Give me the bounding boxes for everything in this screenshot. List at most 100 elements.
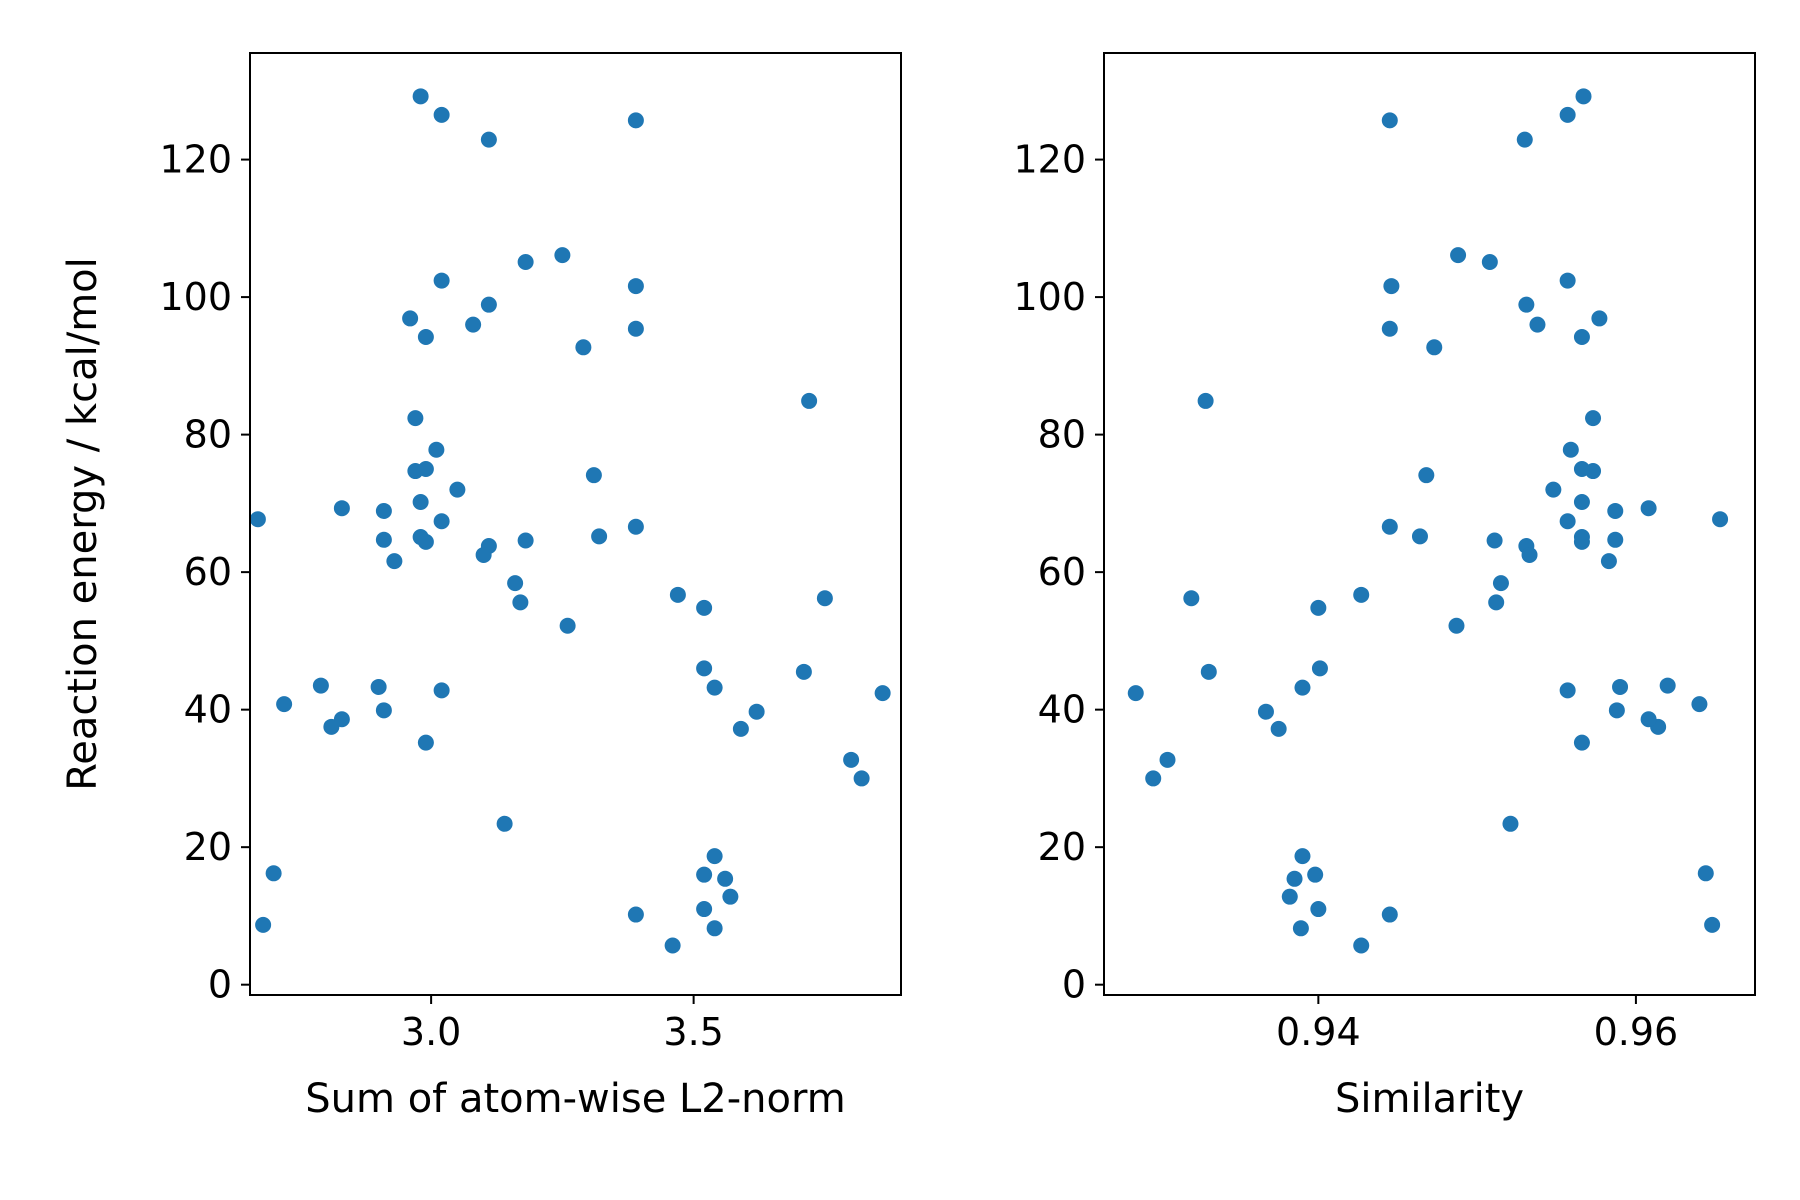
- data-point-left: [312, 677, 329, 694]
- data-point-right: [1704, 916, 1721, 933]
- x-tick-label-left: 3.0: [401, 1010, 461, 1054]
- data-point-left: [375, 502, 392, 519]
- data-point-right: [1353, 586, 1370, 603]
- data-point-left: [664, 937, 681, 954]
- data-point-left: [722, 888, 739, 905]
- data-point-left: [575, 339, 592, 356]
- data-point-left: [512, 594, 529, 611]
- data-point-right: [1502, 815, 1519, 832]
- data-point-right: [1573, 328, 1590, 345]
- data-point-left: [627, 278, 644, 295]
- data-point-right: [1418, 467, 1435, 484]
- data-point-left: [795, 663, 812, 680]
- y-tick-label-left: 40: [184, 688, 232, 732]
- data-point-left: [853, 770, 870, 787]
- data-point-right: [1292, 920, 1309, 937]
- x-ticks-right: 0.94 0.96: [1276, 995, 1678, 1054]
- data-point-right: [1411, 528, 1428, 545]
- data-point-right: [1545, 481, 1562, 498]
- x-ticks-left: 3.0 3.5: [401, 995, 724, 1054]
- data-point-right: [1481, 254, 1498, 271]
- data-point-right: [1294, 848, 1311, 865]
- data-point-right: [1307, 866, 1324, 883]
- y-tick-label-right: 20: [1038, 825, 1086, 869]
- y-ticks-left: 0 20 40 60 80 100 120: [159, 138, 250, 1007]
- data-point-left: [333, 500, 350, 517]
- y-tick-label-left: 100: [159, 275, 232, 319]
- data-point-left: [591, 528, 608, 545]
- data-point-left: [265, 865, 282, 882]
- data-point-left: [276, 696, 293, 713]
- data-point-left: [627, 518, 644, 535]
- data-point-left: [816, 590, 833, 607]
- data-point-left: [627, 906, 644, 923]
- data-point-left: [417, 734, 434, 751]
- chart-panel-left: 3.0 3.5 0 20 40 60 80 100 120 Sum of atom-wise …: [60, 52, 902, 1122]
- data-point-right: [1450, 247, 1467, 264]
- y-tick-label-right: 80: [1038, 413, 1086, 457]
- data-point-left: [554, 247, 571, 264]
- data-point-right: [1516, 131, 1533, 148]
- data-point-right: [1575, 88, 1592, 105]
- data-point-right: [1521, 546, 1538, 563]
- data-point-right: [1286, 870, 1303, 887]
- y-tick-label-left: 20: [184, 825, 232, 869]
- data-point-right: [1573, 494, 1590, 510]
- data-point-left: [559, 617, 576, 634]
- data-point-right: [1573, 533, 1590, 550]
- data-point-left: [417, 533, 434, 550]
- data-point-right: [1640, 500, 1657, 517]
- data-point-left: [412, 494, 429, 510]
- data-point-right: [1573, 734, 1590, 751]
- data-point-right: [1529, 316, 1546, 333]
- data-point-left: [706, 920, 723, 937]
- data-point-right: [1197, 392, 1214, 409]
- y-tick-label-right: 0: [1062, 963, 1086, 1007]
- data-point-left: [449, 481, 466, 498]
- data-point-left: [475, 546, 492, 563]
- data-point-right: [1573, 460, 1590, 477]
- data-point-left: [480, 131, 497, 148]
- data-point-right: [1585, 410, 1602, 427]
- data-point-right: [1381, 112, 1398, 129]
- plot-frame-right: [1103, 52, 1756, 996]
- data-point-left: [496, 815, 513, 832]
- data-point-right: [1600, 553, 1617, 570]
- data-point-left: [696, 599, 713, 616]
- data-point-left: [386, 553, 403, 570]
- data-point-right: [1381, 906, 1398, 923]
- data-point-left: [696, 901, 713, 918]
- data-point-left: [874, 685, 891, 702]
- data-point-right: [1486, 532, 1503, 549]
- data-point-right: [1640, 711, 1657, 728]
- data-point-right: [1492, 575, 1509, 592]
- data-point-right: [1607, 502, 1624, 519]
- data-point-left: [585, 467, 602, 484]
- data-point-left: [417, 328, 434, 345]
- data-point-left: [717, 870, 734, 887]
- y-ticks-right: 0 20 40 60 80 100 120: [1013, 138, 1104, 1007]
- data-point-left: [433, 106, 450, 123]
- y-tick-label-right: 40: [1038, 688, 1086, 732]
- data-point-right: [1691, 696, 1708, 713]
- data-point-right: [1559, 513, 1576, 530]
- data-point-left: [801, 392, 818, 409]
- data-point-right: [1353, 937, 1370, 954]
- data-point-left: [417, 460, 434, 477]
- data-point-left: [627, 320, 644, 337]
- y-tick-label-right: 120: [1013, 138, 1086, 182]
- x-tick-label-right: 0.94: [1276, 1010, 1361, 1054]
- data-point-right: [1612, 678, 1629, 695]
- data-point-left: [375, 531, 392, 548]
- data-point-right: [1294, 679, 1311, 696]
- points-right: [1127, 88, 1729, 954]
- data-point-right: [1281, 888, 1298, 905]
- data-point-left: [480, 296, 497, 313]
- points-left: [249, 88, 891, 954]
- data-point-right: [1562, 441, 1579, 458]
- y-tick-label-left: 120: [159, 138, 232, 182]
- data-point-right: [1659, 677, 1676, 694]
- data-point-left: [507, 575, 524, 592]
- data-point-right: [1559, 106, 1576, 123]
